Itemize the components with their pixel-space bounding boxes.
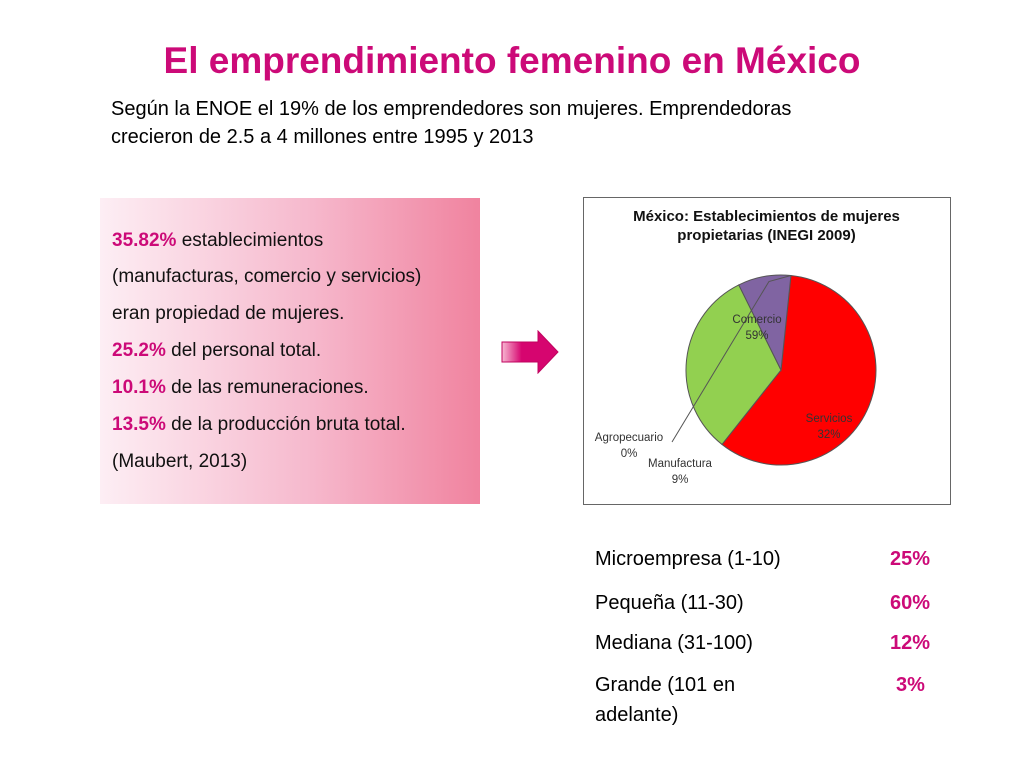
pie-label-comercio: Comercio [732,314,781,326]
pie-label-agropecuario: Agropecuario [595,432,663,444]
pie-value-agropecuario: 0% [621,448,638,460]
pie-slice-comercio [721,274,877,466]
fact-establishments-line3: eran propiedad de mujeres. [112,303,345,324]
fact-production-pct: 13.5% [112,414,166,435]
arrow-right-icon [501,330,559,374]
fact-establishments: 35.82% establecimientos [112,230,323,252]
facts-box: 35.82% establecimientos (manufacturas, c… [100,198,480,504]
size-row-small-label: Pequeña (11-30) [595,592,744,614]
fact-remuneration: 10.1% de las remuneraciones. [112,377,369,399]
subtitle-line-1: Según la ENOE el 19% de los emprendedore… [111,98,792,120]
size-row-medium-label: Mediana (31-100) [595,632,753,654]
size-row-medium-value: 12% [890,632,931,654]
chart-title-line-1: México: Establecimientos de mujeres [633,208,900,225]
slide-subtitle: Según la ENOE el 19% de los emprendedore… [111,95,911,151]
fact-establishments-text: establecimientos [181,230,324,251]
pie-value-manufactura: 9% [672,474,689,486]
size-row-small-value: 60% [890,592,931,614]
fact-personnel-text: del personal total. [171,340,322,361]
size-row-micro-value: 25% [890,548,931,570]
pie-label-manufactura: Manufactura [648,458,713,470]
size-row-large-label-line2: adelante) [595,704,679,726]
fact-personnel-pct: 25.2% [112,340,166,361]
pie-slice-servicios [685,284,782,446]
size-row-micro-label: Microempresa (1-10) [595,548,781,570]
pie-value-comercio: 59% [745,330,768,342]
pie-leader-agropecuario [671,275,792,443]
fact-remuneration-text: de las remuneraciones. [171,377,369,398]
fact-source: (Maubert, 2013) [112,451,248,472]
fact-remuneration-pct: 10.1% [112,377,166,398]
size-row-large-value: 3% [896,674,925,696]
subtitle-line-2: crecieron de 2.5 a 4 millones entre 1995… [111,126,534,148]
fact-establishments-line2: (manufacturas, comercio y servicios) [112,266,422,287]
chart-title: México: Establecimientos de mujeres prop… [584,207,949,245]
slide-title: El emprendimiento femenino en México [163,40,861,81]
pie-chart: Comercio 59% Servicios 32% Manufactura 9% Agro… [595,274,877,486]
chart-title-line-2: propietarias (INEGI 2009) [677,227,856,244]
fact-personnel: 25.2% del personal total. [112,340,321,362]
fact-production: 13.5% de la producción bruta total. [112,414,406,436]
fact-establishments-pct: 35.82% [112,230,177,251]
pie-value-servicios: 32% [817,429,840,441]
size-row-large-label: Grande (101 en [595,674,736,696]
fact-production-text: de la producción bruta total. [171,414,406,435]
pie-label-servicios: Servicios [806,413,853,425]
pie-chart-frame: México: Establecimientos de mujeres prop… [583,197,951,505]
